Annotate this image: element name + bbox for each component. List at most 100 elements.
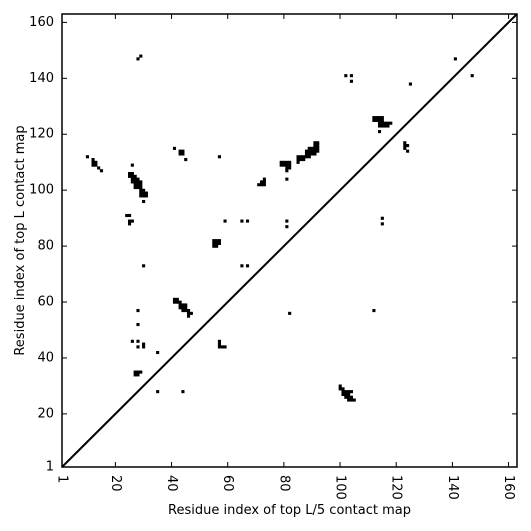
plot-frame [61,13,518,468]
contact-point [313,149,317,153]
contact-point [316,144,320,148]
contact-point [296,155,300,159]
contact-point [316,141,320,145]
diagonal-line [61,13,518,468]
contact-point [136,177,140,181]
contact-point [99,169,104,173]
contact-point [133,370,137,374]
contact-point [260,180,264,184]
contact-point [377,118,382,122]
contact-point [299,158,303,162]
contact-point [372,309,376,313]
x-tick-label: 20 [108,475,123,492]
contact-point [215,239,219,243]
y-tick-label: 140 [29,71,54,86]
contact-point [178,149,182,153]
contact-point [296,158,300,162]
contact-point [136,373,140,377]
contact-point [215,244,219,248]
contact-point [285,225,289,229]
contact-point [142,342,146,346]
contact-point [349,398,353,402]
contact-point [215,241,219,245]
contact-point [133,183,137,187]
contact-point [338,387,342,391]
contact-point [128,222,132,226]
contact-point [133,177,137,181]
contact-point [212,244,216,248]
x-tick-label: 120 [389,475,404,500]
x-tick-label: 160 [501,475,516,500]
contact-point [285,166,289,170]
contact-point [130,174,134,178]
contact-point [184,306,188,310]
contact-point [262,180,266,184]
contact-point [181,303,185,307]
x-tick-label: 80 [276,475,291,492]
contact-point [341,387,345,391]
contact-point [338,384,342,388]
contact-point [377,121,382,125]
contact-point [133,180,137,184]
contact-point [380,222,384,226]
contact-point [375,116,379,120]
contact-point [403,144,407,148]
contact-point [144,194,148,198]
contact-point [285,219,289,223]
contact-point [375,118,379,122]
contact-point [313,144,317,148]
contact-point [178,303,182,307]
contact-point [217,241,221,245]
contact-point [139,370,143,374]
contact-point [285,177,289,181]
contact-point [372,118,376,122]
contact-point [262,183,266,187]
contact-point [184,309,188,313]
contact-point [212,239,216,243]
contact-point [313,152,317,156]
contact-point [377,124,382,128]
x-axis-label: Residue index of top L/5 contact map [168,503,411,518]
contact-point [142,188,146,192]
contact-point [217,342,221,346]
y-tick-label: 80 [37,239,54,254]
contact-point [184,303,188,307]
contact-point [156,390,160,394]
contact-point [133,174,137,178]
contact-point [139,188,143,192]
contact-point [380,216,384,220]
contact-point [181,306,185,310]
contact-point [245,264,250,268]
contact-point [186,311,191,315]
contact-point [260,183,264,187]
contact-point [130,180,134,184]
contact-point [130,177,134,181]
contact-point [142,264,146,268]
y-axis-label: Residue index of top L contact map [13,125,28,355]
contact-point [302,158,306,162]
contact-point [349,79,353,83]
contact-point [257,183,261,187]
contact-point [344,74,348,78]
contact-point [85,155,89,159]
y-tick-label: 120 [29,127,54,142]
contact-point [240,219,244,223]
contact-point [136,180,140,184]
contact-point [186,309,191,313]
contact-point [344,392,348,396]
contact-point [142,194,146,198]
contact-point [223,219,227,223]
contact-point [262,177,266,181]
contact-point [347,395,351,399]
contact-point [97,166,101,170]
contact-point [91,160,95,164]
contact-point [94,163,98,167]
contact-point [139,54,143,58]
contact-point [307,146,311,150]
contact-point [91,163,95,167]
contact-point [136,322,140,327]
contact-point [403,141,407,145]
contact-point [302,155,306,159]
contact-point [344,395,348,399]
